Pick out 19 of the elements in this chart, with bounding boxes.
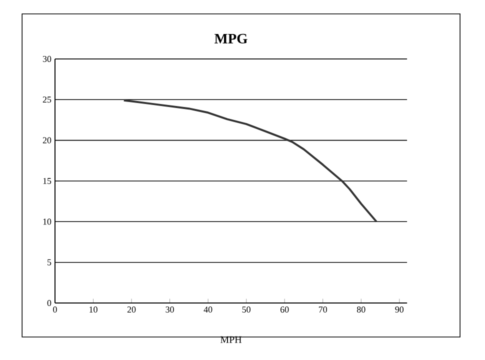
- x-tick-label: 90: [395, 306, 404, 313]
- x-tick-label: 20: [127, 306, 136, 313]
- y-tick-label: 15: [43, 178, 52, 184]
- x-tick-label: 50: [242, 306, 250, 313]
- x-tick-label: 60: [280, 306, 289, 313]
- y-tick-label: 0: [47, 300, 52, 306]
- x-tick-label: 40: [204, 306, 212, 313]
- y-tick-label: 30: [42, 56, 52, 62]
- x-tick-label: 70: [318, 306, 327, 313]
- x-tick-label: 10: [90, 306, 98, 313]
- x-tick-label: 0: [53, 306, 57, 313]
- chart-title: MPG: [214, 34, 248, 44]
- x-tick-label: 80: [356, 306, 366, 313]
- y-tick-label: 20: [42, 137, 52, 144]
- y-tick-label: 5: [48, 259, 52, 266]
- y-tick-label: 10: [43, 218, 52, 225]
- x-axis-title: MPH: [220, 336, 242, 343]
- y-tick-label: 25: [42, 96, 52, 103]
- x-tick-label: 30: [166, 306, 174, 313]
